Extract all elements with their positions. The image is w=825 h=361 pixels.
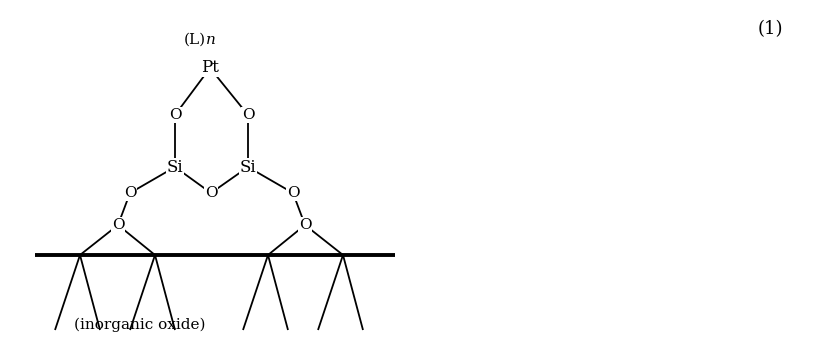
Text: O: O [287, 186, 299, 200]
Text: O: O [168, 108, 182, 122]
Text: n: n [206, 33, 216, 47]
Text: (1): (1) [757, 20, 783, 38]
Text: O: O [124, 186, 136, 200]
Text: O: O [111, 218, 125, 232]
Text: O: O [242, 108, 254, 122]
Text: O: O [205, 186, 217, 200]
Text: (L): (L) [184, 33, 206, 47]
Text: Pt: Pt [201, 60, 219, 77]
Text: Si: Si [167, 158, 183, 175]
Text: (inorganic oxide): (inorganic oxide) [74, 318, 205, 332]
Text: O: O [299, 218, 311, 232]
Text: Si: Si [240, 158, 257, 175]
